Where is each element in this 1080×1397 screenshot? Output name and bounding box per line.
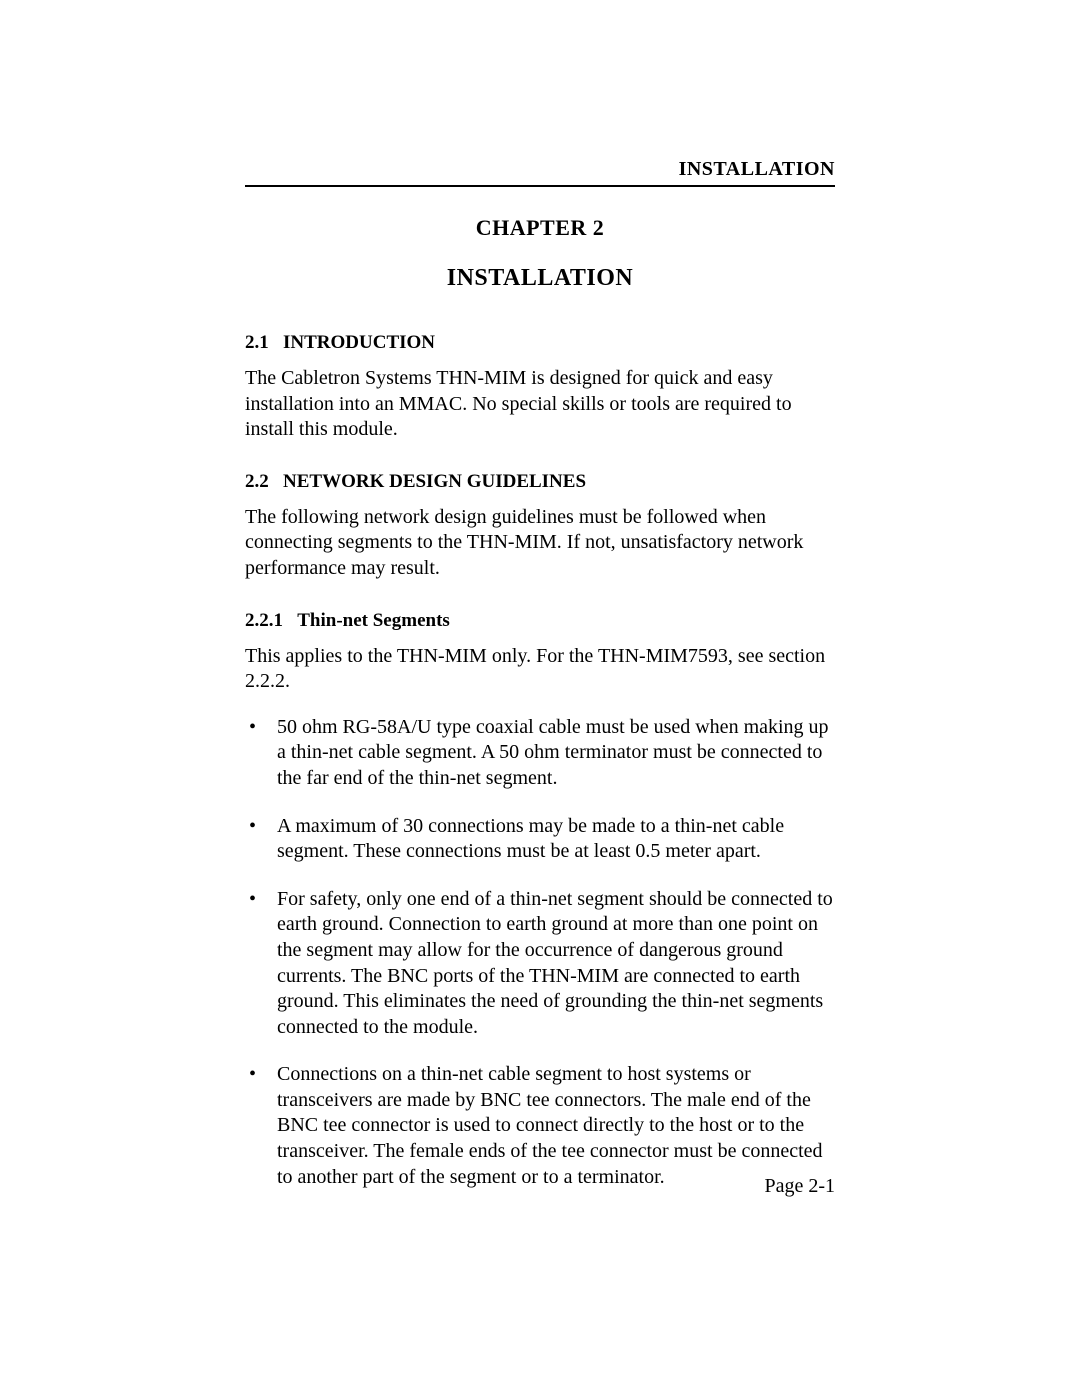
chapter-label: CHAPTER 2 (245, 215, 835, 241)
subsection-heading-thinnet: 2.2.1 Thin-net Segments (245, 610, 835, 632)
subsection-title: Thin-net Segments (297, 610, 450, 631)
subsection-number: 2.2.1 (245, 610, 283, 631)
document-page: INSTALLATION CHAPTER 2 INSTALLATION 2.1 … (0, 0, 1080, 1397)
bullet-list-thinnet: 50 ohm RG-58A/U type coaxial cable must … (245, 715, 835, 1191)
page-number: Page 2-1 (764, 1175, 835, 1198)
paragraph-intro: The Cabletron Systems THN-MIM is designe… (245, 366, 835, 443)
section-number: 2.1 (245, 332, 269, 353)
section-title: NETWORK DESIGN GUIDELINES (283, 471, 586, 492)
chapter-title: INSTALLATION (245, 265, 835, 292)
section-title: INTRODUCTION (283, 332, 435, 353)
list-item: 50 ohm RG-58A/U type coaxial cable must … (245, 715, 835, 792)
paragraph-thinnet-lead: This applies to the THN-MIM only. For th… (245, 644, 835, 695)
list-item: Connections on a thin-net cable segment … (245, 1062, 835, 1190)
paragraph-guidelines: The following network design guidelines … (245, 505, 835, 582)
running-header: INSTALLATION (245, 158, 835, 187)
section-heading-introduction: 2.1 INTRODUCTION (245, 332, 835, 354)
list-item: A maximum of 30 connections may be made … (245, 814, 835, 865)
section-heading-guidelines: 2.2 NETWORK DESIGN GUIDELINES (245, 471, 835, 493)
content-column: INSTALLATION CHAPTER 2 INSTALLATION 2.1 … (245, 158, 835, 1212)
section-number: 2.2 (245, 471, 269, 492)
list-item: For safety, only one end of a thin-net s… (245, 887, 835, 1041)
